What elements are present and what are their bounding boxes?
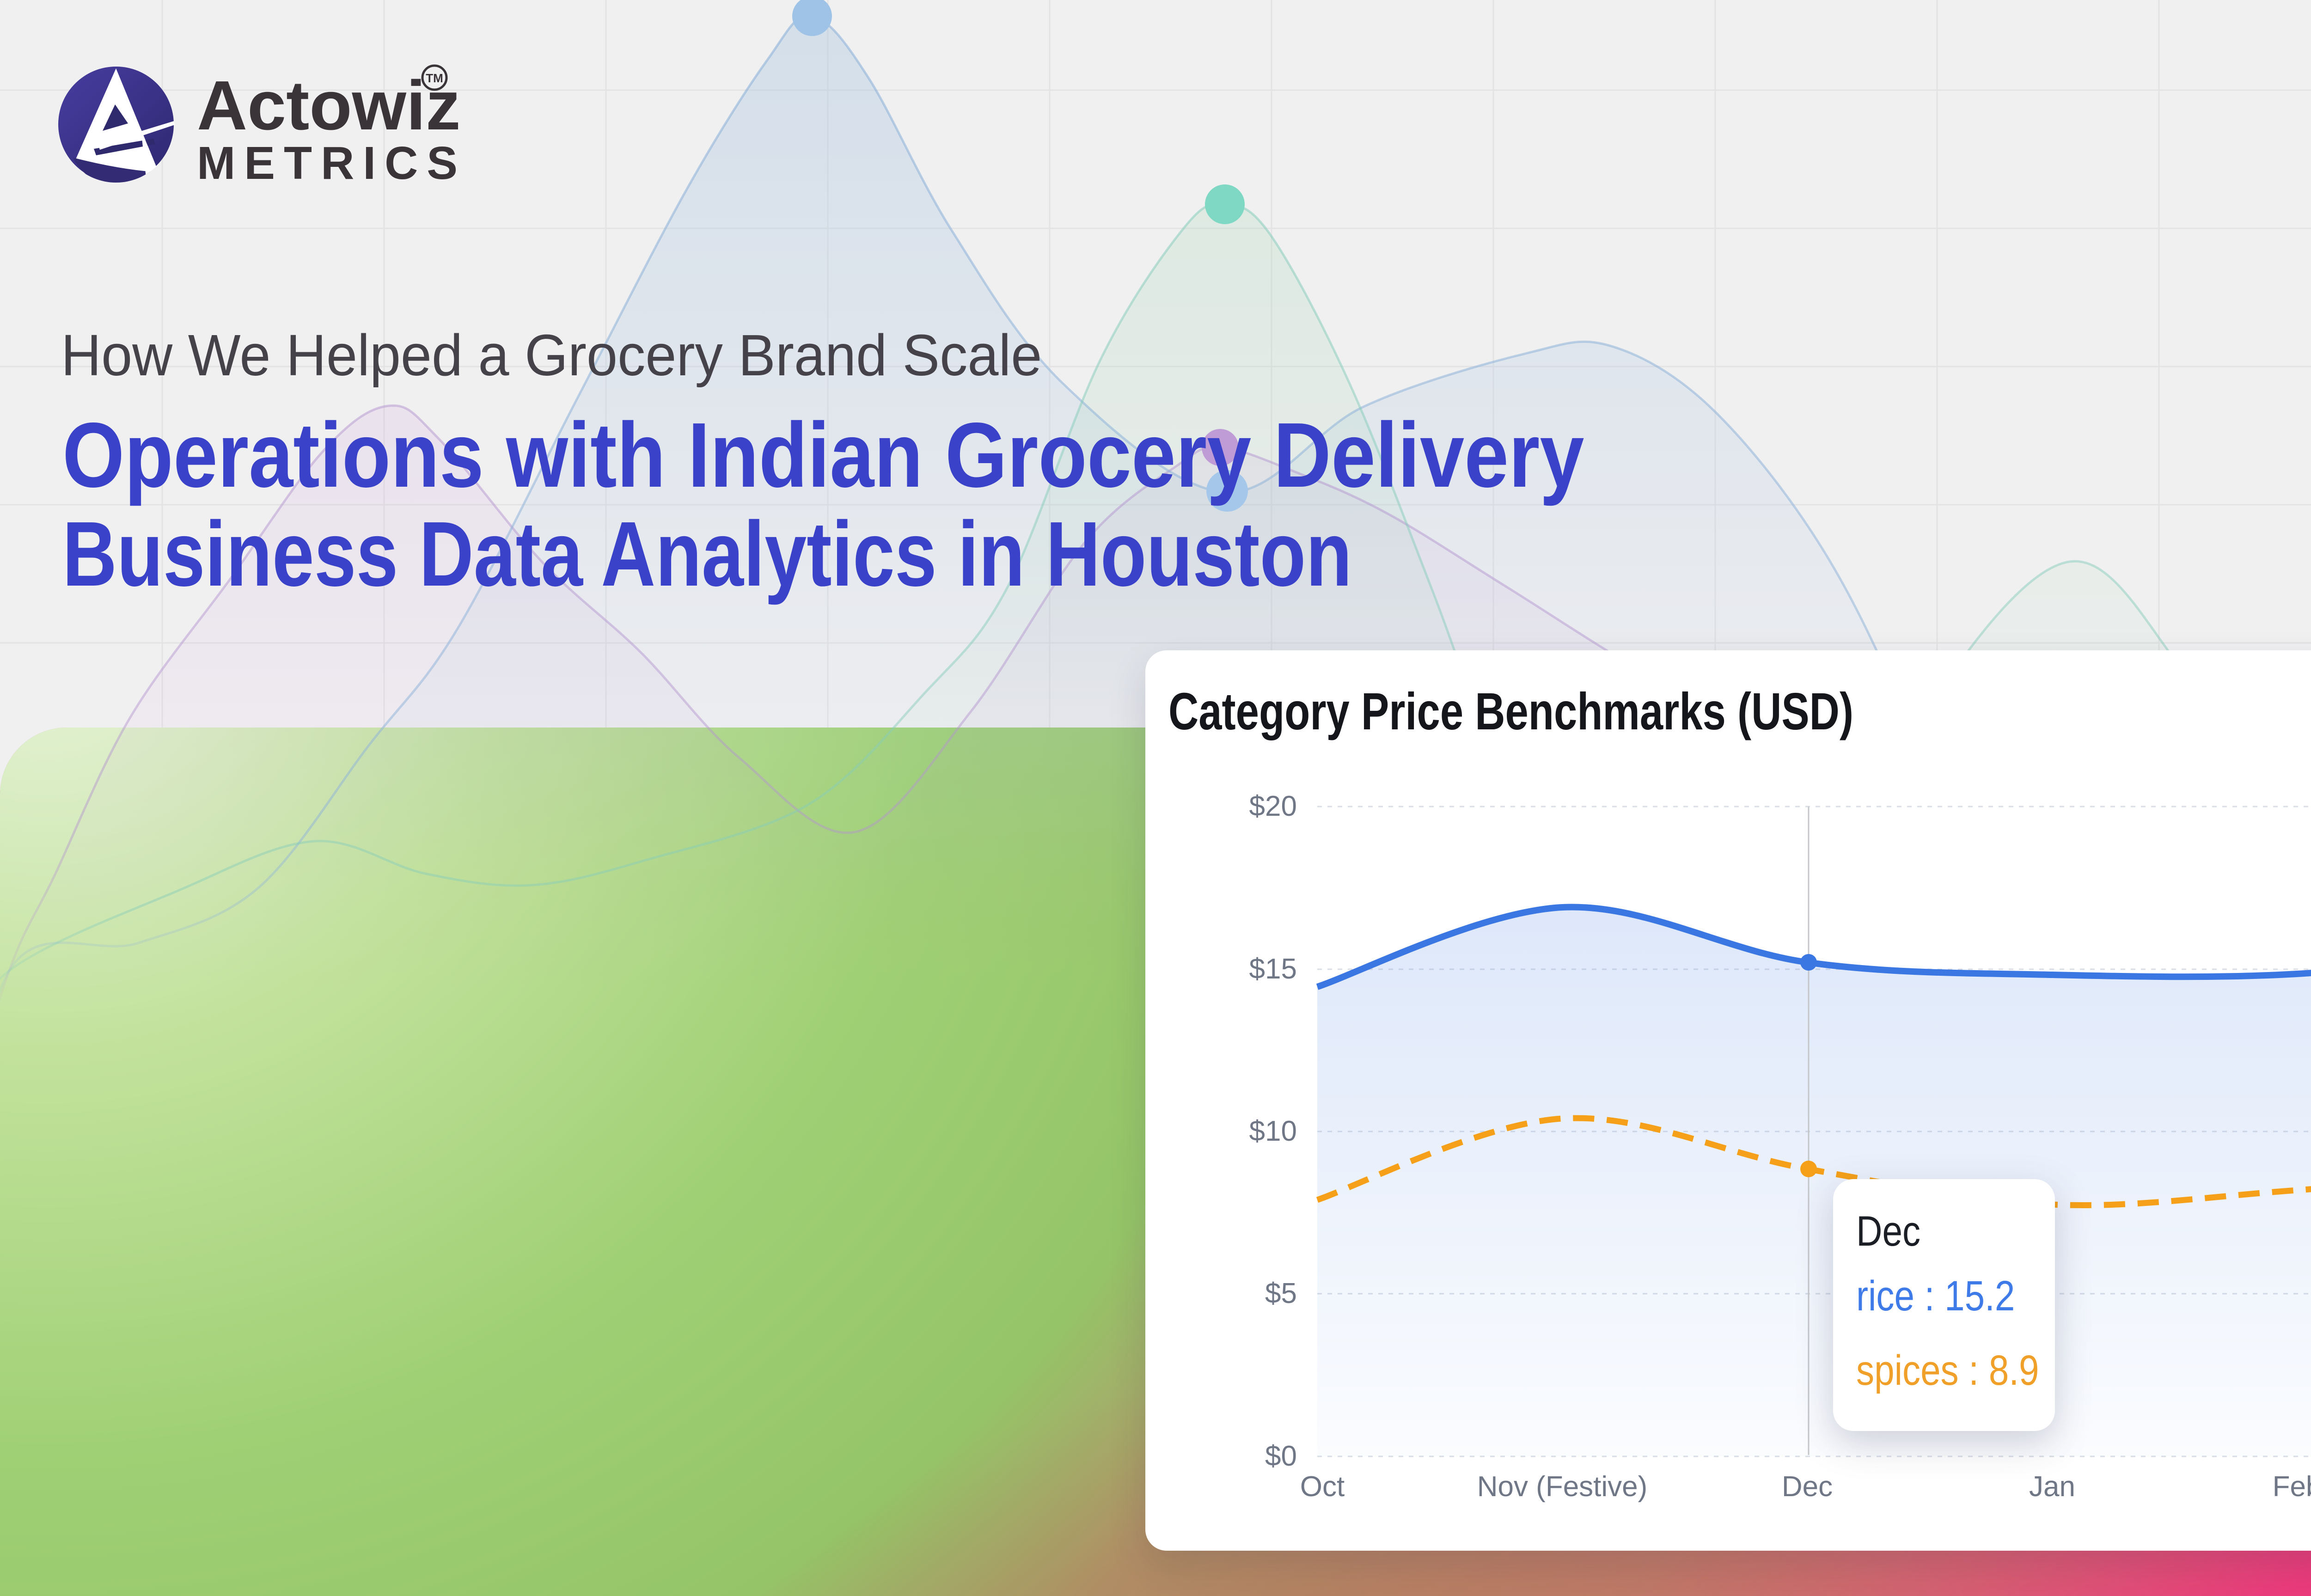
svg-text:TM: TM: [426, 71, 443, 85]
svg-text:Actowiz: Actowiz: [197, 66, 460, 144]
svg-text:METRICS: METRICS: [197, 137, 466, 189]
